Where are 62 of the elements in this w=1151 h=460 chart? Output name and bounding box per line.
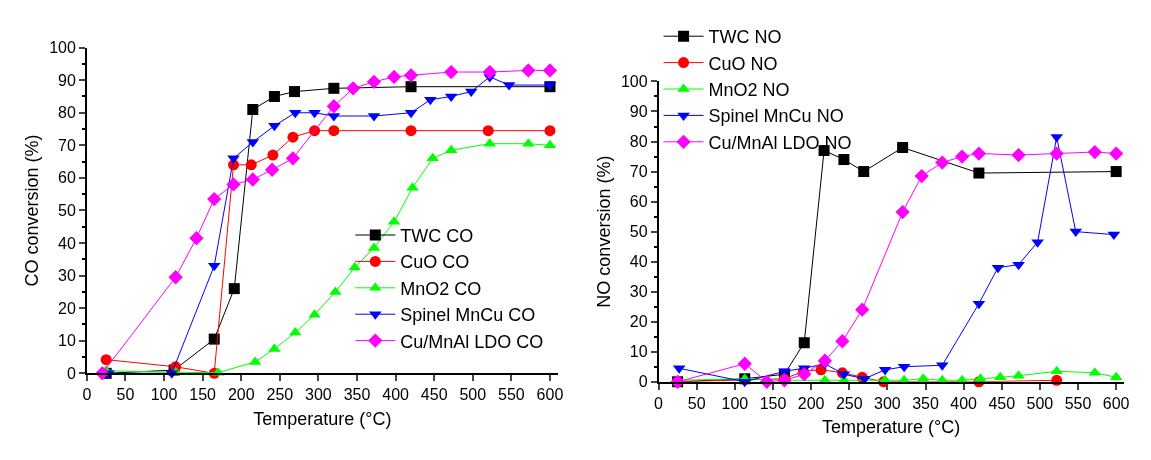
y-tick-label: 40 <box>629 253 648 271</box>
legend-label: CuO CO <box>400 252 470 273</box>
y-tick-label: 40 <box>58 234 77 252</box>
legend-label: Spinel MnCu CO <box>400 305 536 326</box>
x-axis-title: Temperature (°C) <box>822 417 961 438</box>
x-tick-label: 200 <box>227 386 255 404</box>
x-tick-label: 550 <box>498 386 525 404</box>
y-tick-label: 70 <box>629 163 648 181</box>
y-tick-label: 90 <box>629 103 648 121</box>
x-tick-label: 300 <box>305 386 332 404</box>
legend-label: TWC CO <box>400 226 474 247</box>
y-tick-label: 10 <box>629 343 648 361</box>
x-tick-label: 500 <box>459 386 487 404</box>
y-tick-label: 30 <box>58 267 77 285</box>
x-tick-label: 600 <box>1102 394 1130 412</box>
x-tick-label: 200 <box>797 394 825 412</box>
y-tick-label: 0 <box>67 364 77 382</box>
x-tick-label: 450 <box>988 394 1016 412</box>
y-tick-label: 80 <box>58 104 77 122</box>
legend-label: TWC NO <box>708 27 782 48</box>
y-tick-label: 70 <box>58 136 77 154</box>
x-tick-label: 150 <box>189 386 217 404</box>
x-tick-label: 400 <box>950 394 978 412</box>
y-tick-label: 100 <box>620 73 648 91</box>
y-tick-label: 90 <box>58 71 77 89</box>
y-axis-title: CO conversion (%) <box>21 134 42 287</box>
x-tick-label: 350 <box>343 386 371 404</box>
y-tick-label: 60 <box>58 169 77 187</box>
x-tick-label: 250 <box>266 386 294 404</box>
y-tick-label: 20 <box>629 313 648 331</box>
legend-label: Spinel MnCu NO <box>708 106 844 127</box>
y-tick-label: 80 <box>629 133 648 151</box>
legend-label: Cu/MnAl LDO NO <box>708 132 852 153</box>
x-tick-label: 50 <box>116 386 135 404</box>
x-tick-label: 50 <box>687 394 706 412</box>
x-tick-label: 100 <box>150 386 178 404</box>
y-tick-label: 50 <box>629 223 648 241</box>
y-tick-label: 0 <box>638 373 648 391</box>
x-tick-label: 400 <box>382 386 410 404</box>
x-tick-label: 150 <box>759 394 787 412</box>
y-axis-title: NO conversion (%) <box>593 155 614 308</box>
x-tick-label: 250 <box>835 394 863 412</box>
x-tick-label: 0 <box>82 386 92 404</box>
x-tick-label: 600 <box>536 386 564 404</box>
legend-label: MnO2 CO <box>400 278 482 299</box>
x-tick-label: 500 <box>1026 394 1054 412</box>
x-tick-label: 100 <box>721 394 749 412</box>
y-tick-label: 30 <box>629 283 648 301</box>
legend-label: Cu/MnAl LDO CO <box>400 331 544 352</box>
x-axis-title: Temperature (°C) <box>253 408 392 429</box>
y-tick-label: 10 <box>58 332 77 350</box>
y-tick-label: 20 <box>58 299 77 317</box>
y-tick-label: 60 <box>629 193 648 211</box>
x-tick-label: 450 <box>420 386 448 404</box>
x-tick-label: 300 <box>874 394 901 412</box>
y-tick-label: 100 <box>49 39 77 57</box>
x-tick-label: 0 <box>654 394 664 412</box>
x-tick-label: 350 <box>912 394 939 412</box>
legend-label: MnO2 NO <box>708 80 790 101</box>
x-tick-label: 550 <box>1064 394 1092 412</box>
legend-label: CuO NO <box>708 53 778 74</box>
y-tick-label: 50 <box>58 202 77 220</box>
